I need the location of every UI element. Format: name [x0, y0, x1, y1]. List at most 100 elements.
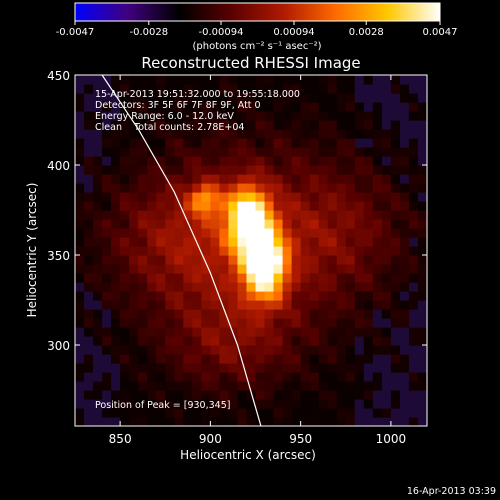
- x-tick-label: 850: [109, 432, 132, 446]
- heatmap-cell: [93, 417, 103, 426]
- heatmap-cell: [363, 255, 374, 265]
- heatmap-cell: [237, 300, 248, 310]
- heatmap-cell: [219, 174, 230, 184]
- heatmap-cell: [273, 165, 284, 175]
- heatmap-cell: [291, 345, 302, 355]
- heatmap-cell: [138, 102, 148, 112]
- heatmap-cell: [318, 345, 329, 355]
- heatmap-cell: [210, 336, 221, 346]
- heatmap-cell: [318, 147, 329, 157]
- heatmap-cell: [309, 165, 320, 175]
- heatmap-cell: [300, 255, 311, 265]
- heatmap-cell: [75, 273, 85, 283]
- heatmap-cell: [174, 300, 184, 310]
- heatmap-cell: [417, 354, 427, 364]
- heatmap-cell: [417, 147, 427, 157]
- heatmap-cell: [147, 147, 157, 157]
- heatmap-cell: [390, 273, 401, 283]
- heatmap-cell: [165, 390, 175, 400]
- heatmap-cell: [147, 291, 157, 301]
- heatmap-cell: [102, 156, 112, 166]
- heatmap-cell: [174, 228, 184, 238]
- heatmap-cell: [291, 192, 302, 202]
- heatmap-cell: [381, 264, 392, 274]
- heatmap-cell: [84, 300, 94, 310]
- heatmap-cell: [201, 201, 211, 211]
- heatmap-cell: [174, 75, 184, 85]
- heatmap-cell: [273, 273, 284, 283]
- heatmap-cell: [273, 417, 284, 426]
- heatmap-cell: [237, 309, 248, 319]
- heatmap-cell: [417, 282, 427, 292]
- heatmap-cell: [102, 174, 112, 184]
- heatmap-cell: [75, 147, 85, 157]
- heatmap-cell: [210, 327, 221, 337]
- heatmap-cell: [174, 120, 184, 130]
- heatmap-cell: [408, 255, 419, 265]
- heatmap-cell: [111, 300, 121, 310]
- heatmap-cell: [201, 228, 211, 238]
- heatmap-cell: [372, 201, 383, 211]
- heatmap-cell: [264, 318, 275, 328]
- heatmap-cell: [255, 381, 266, 391]
- heatmap-cell: [228, 174, 239, 184]
- heatmap-cell: [93, 363, 103, 373]
- heatmap-cell: [129, 75, 139, 85]
- heatmap-cell: [327, 354, 338, 364]
- heatmap-cell: [219, 129, 230, 139]
- heatmap-cell: [210, 237, 221, 247]
- heatmap-cell: [129, 129, 139, 139]
- heatmap-cell: [75, 219, 85, 229]
- heatmap-cell: [309, 264, 320, 274]
- heatmap-cell: [111, 210, 121, 220]
- heatmap-cell: [120, 165, 130, 175]
- heatmap-cell: [327, 210, 338, 220]
- heatmap-cell: [264, 210, 275, 220]
- heatmap-cell: [138, 300, 148, 310]
- heatmap-cell: [282, 102, 293, 112]
- heatmap-cell: [237, 408, 248, 418]
- heatmap-cell: [75, 129, 85, 139]
- heatmap-cell: [246, 372, 257, 382]
- heatmap-cell: [129, 417, 139, 426]
- heatmap-cell: [138, 138, 148, 148]
- heatmap-cell: [219, 102, 230, 112]
- heatmap-cell: [354, 345, 365, 355]
- heatmap-cell: [210, 210, 221, 220]
- heatmap-cell: [219, 399, 230, 409]
- heatmap-cell: [318, 228, 329, 238]
- heatmap-cell: [93, 291, 103, 301]
- heatmap-cell: [273, 336, 284, 346]
- heatmap-cell: [183, 372, 193, 382]
- heatmap-cell: [192, 237, 202, 247]
- heatmap-cell: [102, 84, 112, 94]
- heatmap-cell: [264, 138, 275, 148]
- heatmap-cell: [174, 291, 184, 301]
- heatmap-cell: [93, 264, 103, 274]
- heatmap-cell: [156, 336, 166, 346]
- heatmap-cell: [390, 210, 401, 220]
- heatmap-cell: [300, 282, 311, 292]
- heatmap-cell: [192, 282, 202, 292]
- heatmap-cell: [354, 93, 365, 103]
- heatmap-cell: [102, 381, 112, 391]
- heatmap-cell: [291, 408, 302, 418]
- heatmap-cell: [390, 201, 401, 211]
- heatmap-cell: [201, 93, 211, 103]
- heatmap-cell: [183, 102, 193, 112]
- heatmap-cell: [210, 381, 221, 391]
- heatmap-cell: [363, 75, 374, 85]
- heatmap-cell: [381, 165, 392, 175]
- heatmap-cell: [372, 417, 383, 426]
- heatmap-cell: [417, 192, 427, 202]
- heatmap-cell: [327, 318, 338, 328]
- heatmap-cell: [273, 291, 284, 301]
- heatmap-cell: [219, 138, 230, 148]
- heatmap-cell: [120, 354, 130, 364]
- heatmap-cell: [336, 138, 347, 148]
- heatmap-cell: [345, 345, 356, 355]
- heatmap-cell: [93, 336, 103, 346]
- heatmap-cell: [291, 156, 302, 166]
- heatmap-cell: [192, 138, 202, 148]
- heatmap-cell: [264, 336, 275, 346]
